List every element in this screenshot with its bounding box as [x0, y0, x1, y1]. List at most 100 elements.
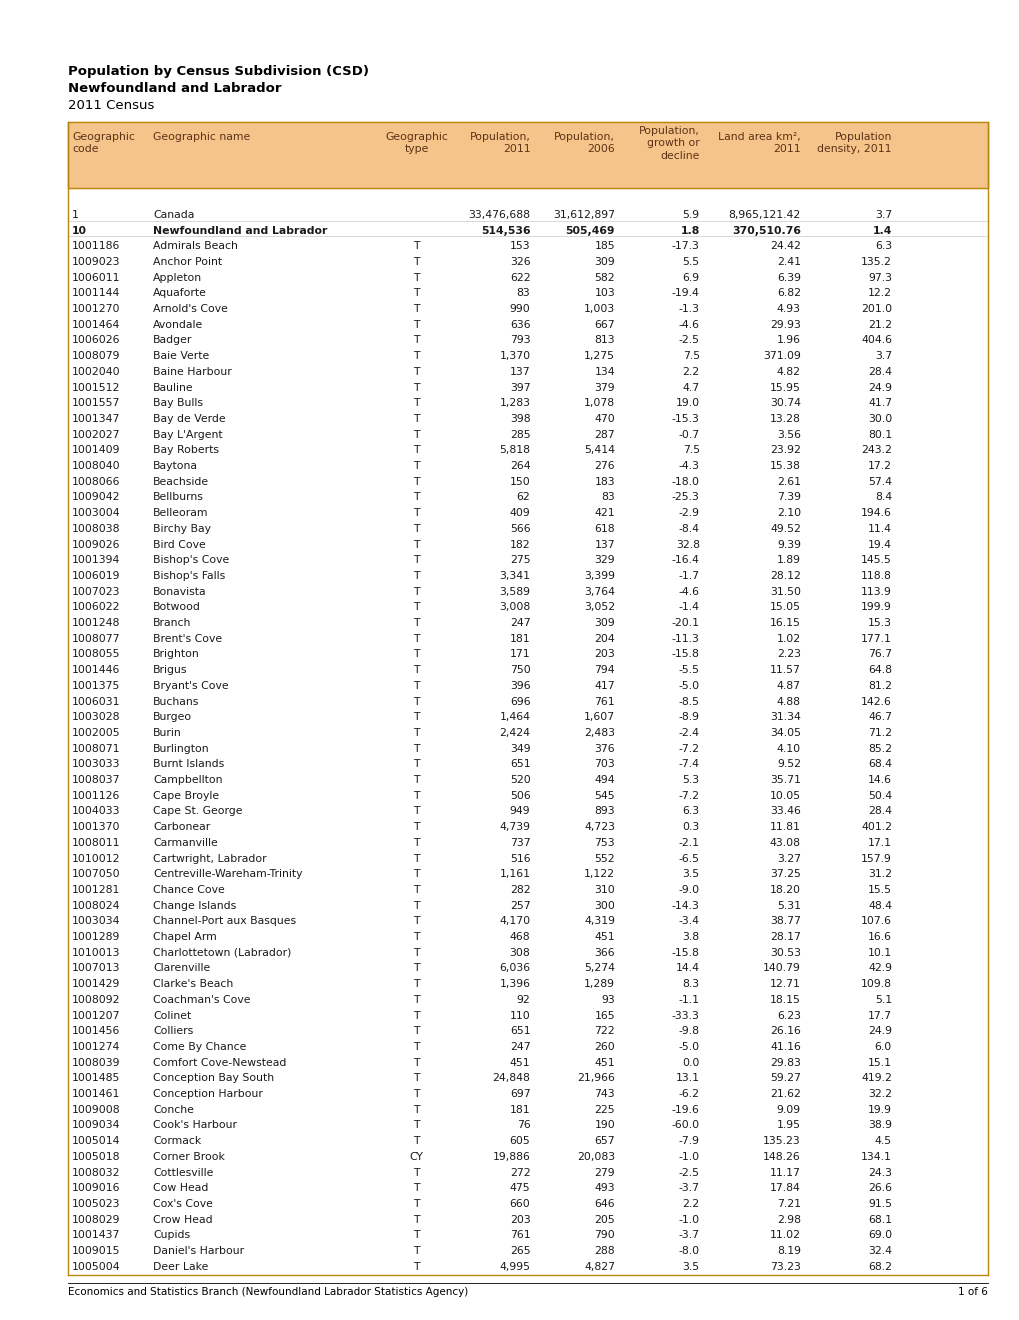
Text: T: T: [413, 556, 420, 565]
Text: Corner Brook: Corner Brook: [153, 1152, 224, 1162]
Text: T: T: [413, 775, 420, 785]
Text: T: T: [413, 1246, 420, 1257]
Text: Birchy Bay: Birchy Bay: [153, 524, 211, 533]
Text: 1,370: 1,370: [499, 351, 530, 362]
Text: Bryant's Cove: Bryant's Cove: [153, 681, 228, 690]
Text: 272: 272: [510, 1168, 530, 1177]
Text: T: T: [413, 1057, 420, 1068]
Text: 76.7: 76.7: [867, 649, 892, 660]
Text: Appleton: Appleton: [153, 273, 202, 282]
Text: 19.9: 19.9: [867, 1105, 892, 1115]
Text: 1007013: 1007013: [72, 964, 120, 973]
Text: Baytona: Baytona: [153, 461, 198, 471]
Text: 7.5: 7.5: [682, 351, 699, 362]
Text: Bay Bulls: Bay Bulls: [153, 399, 203, 408]
Text: 1001347: 1001347: [72, 414, 120, 424]
Text: 28.17: 28.17: [769, 932, 800, 942]
Text: T: T: [413, 979, 420, 989]
Text: 1001461: 1001461: [72, 1089, 120, 1100]
Text: 42.9: 42.9: [867, 964, 892, 973]
Text: Come By Chance: Come By Chance: [153, 1041, 247, 1052]
Text: 203: 203: [594, 649, 614, 660]
Text: 203: 203: [510, 1214, 530, 1225]
Text: 91.5: 91.5: [867, 1199, 892, 1209]
Text: 71.2: 71.2: [867, 727, 892, 738]
Text: Chance Cove: Chance Cove: [153, 884, 224, 895]
Text: Centreville-Wareham-Trinity: Centreville-Wareham-Trinity: [153, 870, 303, 879]
Text: 4,723: 4,723: [584, 822, 614, 832]
Text: T: T: [413, 743, 420, 754]
Text: 1008092: 1008092: [72, 995, 120, 1005]
Text: T: T: [413, 759, 420, 770]
Text: 18.20: 18.20: [769, 884, 800, 895]
Text: T: T: [413, 288, 420, 298]
Text: 41.7: 41.7: [867, 399, 892, 408]
Text: 16.6: 16.6: [867, 932, 892, 942]
Text: T: T: [413, 948, 420, 958]
Text: 204: 204: [594, 634, 614, 644]
Text: 1,283: 1,283: [499, 399, 530, 408]
Text: 1008029: 1008029: [72, 1214, 120, 1225]
Text: 516: 516: [510, 854, 530, 863]
Text: Branch: Branch: [153, 618, 192, 628]
Text: 5,274: 5,274: [584, 964, 614, 973]
Text: 1009023: 1009023: [72, 257, 120, 267]
Text: 287: 287: [594, 429, 614, 440]
Text: Brent's Cove: Brent's Cove: [153, 634, 222, 644]
Text: 5.1: 5.1: [874, 995, 892, 1005]
Text: 3,052: 3,052: [584, 602, 614, 612]
Text: 793: 793: [510, 335, 530, 346]
Text: T: T: [413, 383, 420, 392]
Text: T: T: [413, 1230, 420, 1241]
Text: 761: 761: [594, 697, 614, 706]
Text: Colinet: Colinet: [153, 1011, 191, 1020]
Text: 6.39: 6.39: [776, 273, 800, 282]
Text: T: T: [413, 257, 420, 267]
Text: 12.2: 12.2: [867, 288, 892, 298]
Text: T: T: [413, 399, 420, 408]
Text: 1004033: 1004033: [72, 807, 120, 817]
Text: T: T: [413, 477, 420, 487]
Text: 182: 182: [510, 540, 530, 549]
Text: 80.1: 80.1: [867, 429, 892, 440]
Text: 1005018: 1005018: [72, 1152, 120, 1162]
Text: -25.3: -25.3: [672, 492, 699, 503]
Text: -19.6: -19.6: [672, 1105, 699, 1115]
Text: 2.98: 2.98: [776, 1214, 800, 1225]
Text: T: T: [413, 713, 420, 722]
Text: 1003034: 1003034: [72, 916, 120, 927]
Text: 107.6: 107.6: [860, 916, 892, 927]
Text: Clarke's Beach: Clarke's Beach: [153, 979, 233, 989]
Text: 1,122: 1,122: [584, 870, 614, 879]
Text: 646: 646: [594, 1199, 614, 1209]
Text: T: T: [413, 618, 420, 628]
Text: 1005014: 1005014: [72, 1137, 120, 1146]
Text: 29.83: 29.83: [769, 1057, 800, 1068]
Text: 1.8: 1.8: [680, 226, 699, 235]
Text: T: T: [413, 351, 420, 362]
Text: 660: 660: [510, 1199, 530, 1209]
Text: 76: 76: [517, 1121, 530, 1130]
Text: 288: 288: [594, 1246, 614, 1257]
Text: 1006022: 1006022: [72, 602, 120, 612]
Text: -6.5: -6.5: [678, 854, 699, 863]
Text: 85.2: 85.2: [867, 743, 892, 754]
Text: 62: 62: [517, 492, 530, 503]
Text: 177.1: 177.1: [860, 634, 892, 644]
Text: Newfoundland and Labrador: Newfoundland and Labrador: [68, 82, 281, 95]
Text: 28.4: 28.4: [867, 807, 892, 817]
Text: 2,424: 2,424: [499, 727, 530, 738]
Text: 3,589: 3,589: [499, 586, 530, 597]
Text: Cape St. George: Cape St. George: [153, 807, 243, 817]
Text: 722: 722: [594, 1026, 614, 1036]
Text: 3.8: 3.8: [682, 932, 699, 942]
Text: T: T: [413, 1041, 420, 1052]
Text: T: T: [413, 1199, 420, 1209]
Text: 3,764: 3,764: [584, 586, 614, 597]
Text: Cormack: Cormack: [153, 1137, 201, 1146]
Text: 2011 Census: 2011 Census: [68, 99, 154, 112]
Text: 1.96: 1.96: [776, 335, 800, 346]
Text: T: T: [413, 602, 420, 612]
Text: Conche: Conche: [153, 1105, 194, 1115]
Text: 470: 470: [594, 414, 614, 424]
